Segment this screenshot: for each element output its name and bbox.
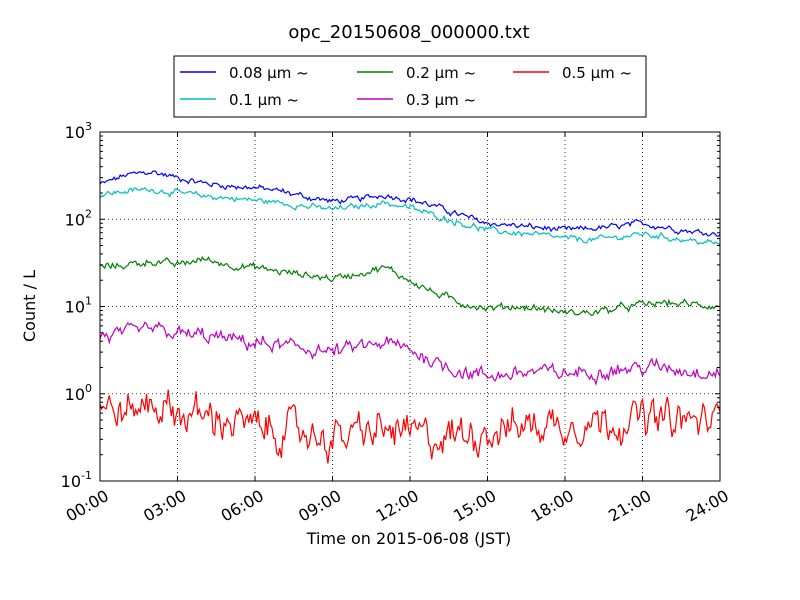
- series-line-0_1: [99, 187, 721, 246]
- series-line-0_3: [99, 321, 721, 386]
- legend-box: [173, 55, 647, 118]
- series-line-0_2: [99, 255, 721, 317]
- series-line-0_5: [99, 389, 721, 464]
- y-tick-label: 101: [65, 295, 92, 317]
- legend-label: 0.2 μm ~: [406, 64, 476, 82]
- y-tick-label: 100: [65, 382, 92, 404]
- y-tick-label: 102: [65, 207, 92, 229]
- legend-label: 0.08 μm ~: [229, 64, 309, 82]
- legend-label: 0.5 μm ~: [562, 64, 632, 82]
- legend-label: 0.3 μm ~: [406, 91, 476, 109]
- series-line-0_08: [99, 170, 721, 237]
- y-axis-label: Count / L: [20, 270, 39, 342]
- series-lines: [99, 170, 721, 464]
- y-tick-label: 10-1: [61, 469, 92, 491]
- chart-title: opc_20150608_000000.txt: [288, 22, 529, 43]
- legend: 0.08 μm ~ 0.1 μm ~ 0.2 μm ~ 0.3 μm ~ 0.5 μm …: [173, 55, 647, 118]
- legend-label: 0.1 μm ~: [229, 91, 299, 109]
- x-axis-label: Time on 2015-06-08 (JST): [306, 529, 511, 548]
- y-tick-label: 103: [65, 120, 92, 142]
